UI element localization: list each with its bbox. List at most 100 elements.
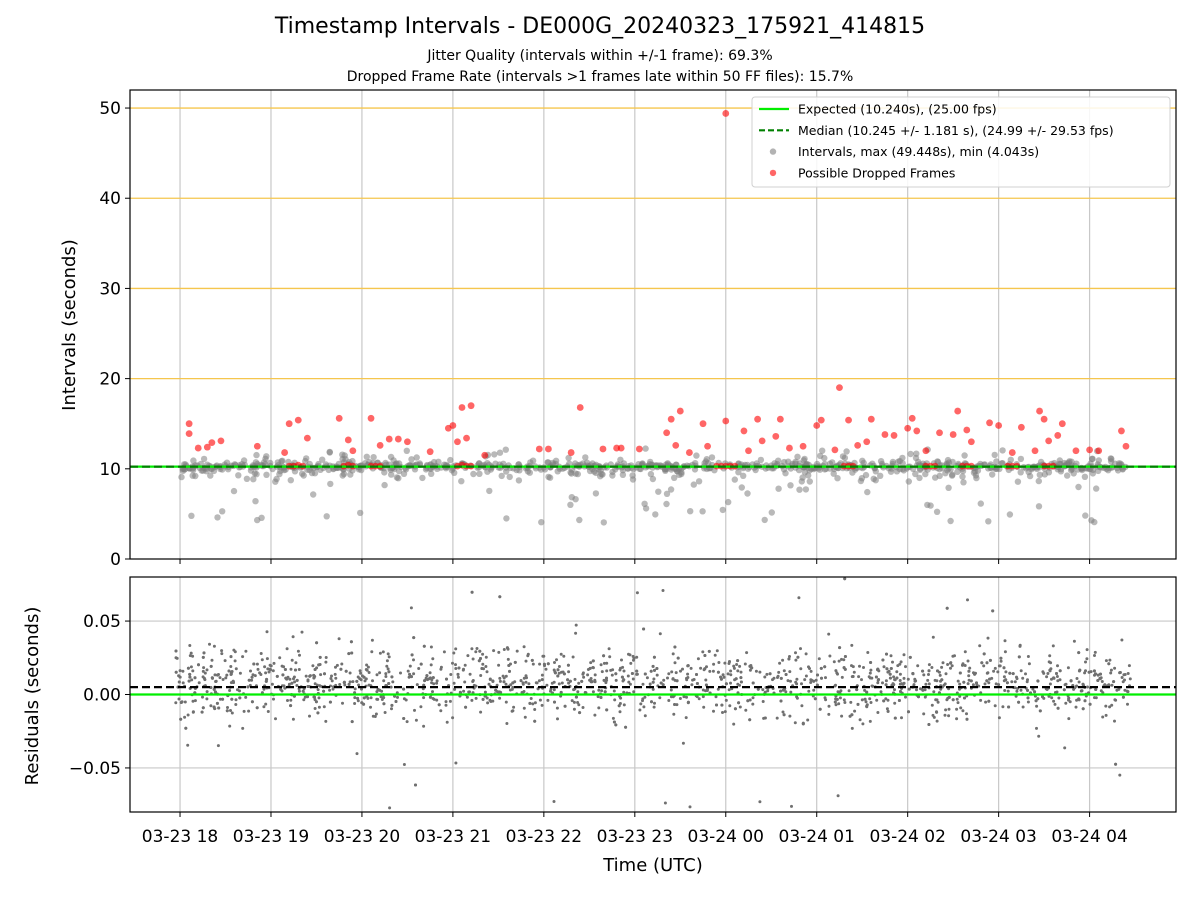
interval-point: [419, 474, 426, 482]
residual-point: [449, 673, 453, 676]
residual-point: [1026, 696, 1030, 700]
residual-point: [230, 697, 234, 701]
residual-point: [389, 685, 393, 689]
residual-point: [563, 704, 567, 708]
interval-point: [699, 508, 706, 515]
residual-point: [228, 724, 232, 728]
residual-point: [609, 668, 613, 672]
residual-point: [454, 663, 457, 667]
residual-point: [430, 681, 434, 685]
residual-point: [614, 723, 618, 727]
residual-point: [344, 669, 348, 673]
residual-point: [717, 661, 721, 664]
interval-point: [642, 445, 649, 452]
residual-point: [695, 673, 698, 676]
interval-point: [806, 467, 813, 474]
interval-point: [617, 456, 624, 463]
residual-point: [212, 705, 216, 709]
residual-point: [895, 676, 899, 680]
residual-point: [961, 663, 964, 667]
residual-point: [629, 661, 633, 665]
residual-point: [622, 703, 626, 707]
residual-point: [1126, 672, 1130, 675]
interval-point: [629, 472, 636, 479]
residual-point: [801, 722, 805, 726]
residual-point: [1019, 688, 1023, 692]
interval-point: [977, 500, 984, 507]
residual-point: [562, 672, 566, 676]
residual-point: [597, 706, 601, 710]
residual-point: [488, 677, 492, 681]
residual-point: [893, 716, 897, 720]
residual-point: [896, 664, 900, 668]
residual-point: [1083, 699, 1087, 703]
residual-point: [1036, 679, 1040, 683]
residual-point: [181, 681, 185, 685]
residual-point: [1034, 699, 1038, 703]
residual-point: [324, 656, 328, 659]
dropped-frame-point: [672, 441, 680, 449]
residual-point: [886, 698, 890, 702]
dropped-frame-point: [776, 415, 784, 423]
interval-point: [447, 456, 454, 464]
residual-point: [251, 673, 255, 677]
residual-point: [922, 673, 926, 677]
residual-point: [603, 690, 607, 694]
residual-point: [971, 683, 975, 687]
residual-point: [1084, 660, 1087, 664]
residual-point: [967, 674, 971, 678]
residual-point: [502, 648, 506, 651]
residual-point: [927, 682, 931, 686]
residual-point: [828, 654, 832, 658]
residuals-panel: 0.05 0.00 −0.05: [69, 576, 1177, 813]
residual-point: [201, 706, 205, 710]
interval-point: [189, 472, 196, 479]
interval-point: [387, 466, 394, 473]
residual-point: [863, 688, 867, 692]
residual-point: [329, 677, 333, 680]
residual-point: [804, 674, 808, 678]
dropped-frame-point: [576, 404, 584, 411]
residual-point: [471, 657, 475, 661]
residual-point: [546, 662, 550, 666]
interval-point: [526, 469, 533, 476]
top-y-tick-label: 30: [99, 279, 121, 299]
interval-point: [1045, 469, 1053, 476]
residual-point: [285, 677, 289, 681]
residual-point: [1001, 705, 1005, 709]
residual-point: [612, 720, 616, 724]
residual-point: [611, 716, 615, 720]
residual-point: [316, 688, 320, 692]
residual-point: [481, 662, 485, 666]
residual-point: [868, 719, 872, 723]
residual-point: [1077, 698, 1081, 702]
interval-point: [671, 474, 678, 481]
residual-point: [553, 661, 556, 664]
residual-point: [865, 705, 869, 709]
interval-point: [428, 470, 435, 477]
residual-point: [681, 667, 684, 671]
residual-point: [179, 717, 183, 721]
residual-point: [304, 674, 308, 678]
residual-point: [796, 655, 800, 659]
residual-point: [410, 675, 413, 679]
residual-point: [935, 719, 939, 723]
residual-point: [340, 662, 344, 666]
residual-point: [259, 652, 263, 655]
interval-point: [708, 454, 716, 461]
residual-point: [1120, 638, 1124, 642]
residual-point: [572, 700, 576, 704]
interval-point: [944, 456, 952, 464]
residual-point: [927, 723, 931, 726]
residual-point: [1108, 705, 1112, 709]
residual-point: [875, 698, 879, 702]
residual-point: [605, 676, 608, 680]
residual-point: [1041, 695, 1044, 699]
residual-point: [229, 672, 233, 676]
x-tick-label: 03-23 23: [597, 827, 673, 847]
interval-point: [993, 458, 1000, 465]
top-y-tick-label: 10: [99, 460, 121, 480]
residual-point: [900, 682, 904, 686]
residual-point: [1052, 676, 1056, 680]
residual-point: [492, 649, 496, 653]
